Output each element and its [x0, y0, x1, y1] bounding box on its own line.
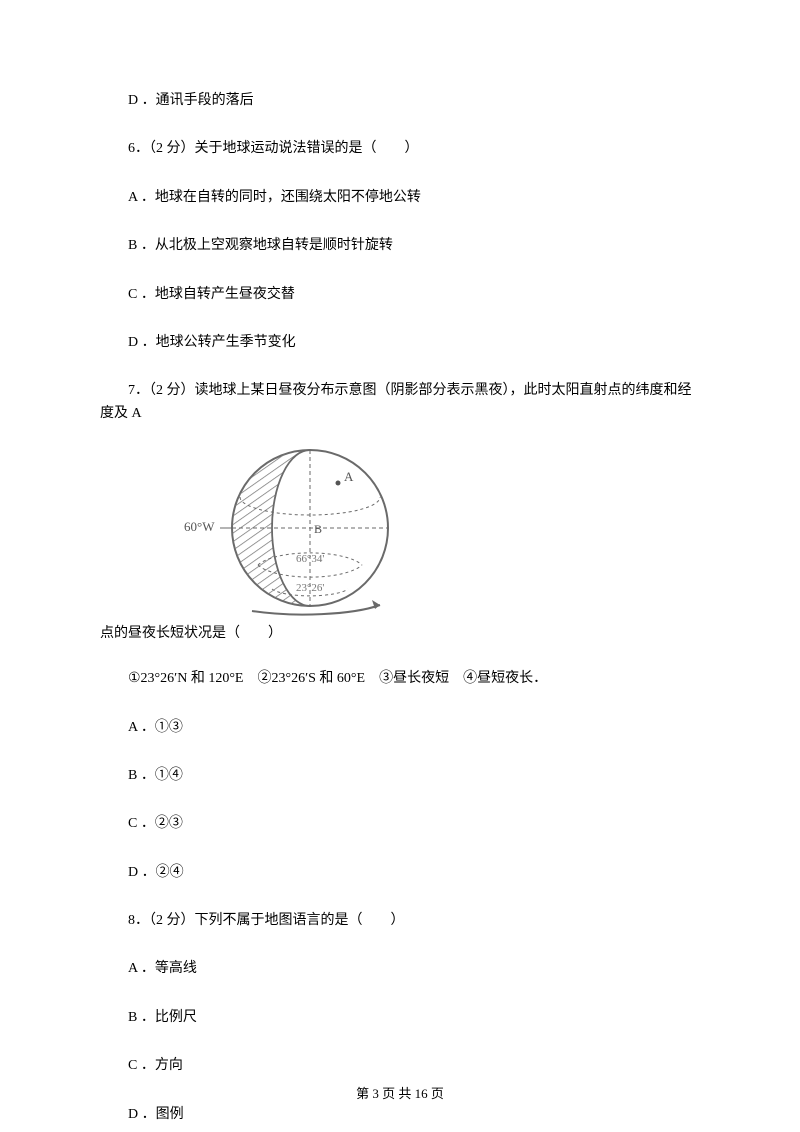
q7-option-a: A ．①③	[100, 717, 700, 739]
q6-option-c: C ．地球自转产生昼夜交替	[100, 284, 700, 306]
q7-option-b: B ．①④	[100, 765, 700, 787]
q6-stem: 6．（2 分）关于地球运动说法错误的是（ ）	[100, 138, 700, 160]
q7-stem-line1: 7．（2 分）读地球上某日昼夜分布示意图（阴影部分表示黑夜），此时太阳直射点的纬…	[100, 380, 700, 425]
q7-block: 7．（2 分）读地球上某日昼夜分布示意图（阴影部分表示黑夜），此时太阳直射点的纬…	[100, 380, 700, 642]
diagram-label-a: A	[344, 469, 354, 484]
svg-text:B: B	[314, 522, 322, 536]
q7-option-d: D ．②④	[100, 862, 700, 884]
q6-option-d: D ．地球公转产生季节变化	[100, 332, 700, 354]
page-footer: 第 3 页 共 16 页	[0, 1083, 800, 1102]
diagram-label-2326: 23°26'	[296, 582, 324, 594]
q8-option-d: D ．图例	[100, 1104, 700, 1126]
q8-option-a: A ．等高线	[100, 958, 700, 980]
q6-option-b: B ．从北极上空观察地球自转是顺时针旋转	[100, 235, 700, 257]
diagram-label-6634: 66°34'	[296, 553, 324, 565]
diagram-label-60w: 60°W	[184, 519, 215, 534]
q8-stem: 8．（2 分）下列不属于地图语言的是（ ）	[100, 910, 700, 932]
q7-option-c: C ．②③	[100, 813, 700, 835]
q6-option-a: A ．地球在自转的同时，还围绕太阳不停地公转	[100, 187, 700, 209]
q8-option-c: C ．方向	[100, 1055, 700, 1077]
q7-diagram: A B 60°W 66°34' 23°26'	[180, 433, 420, 628]
q7-subline: ①23°26′N 和 120°E ②23°26′S 和 60°E ③昼长夜短 ④…	[100, 668, 700, 690]
q8-option-b: B ．比例尺	[100, 1007, 700, 1029]
q5-option-d: D ．通讯手段的落后	[100, 90, 700, 112]
